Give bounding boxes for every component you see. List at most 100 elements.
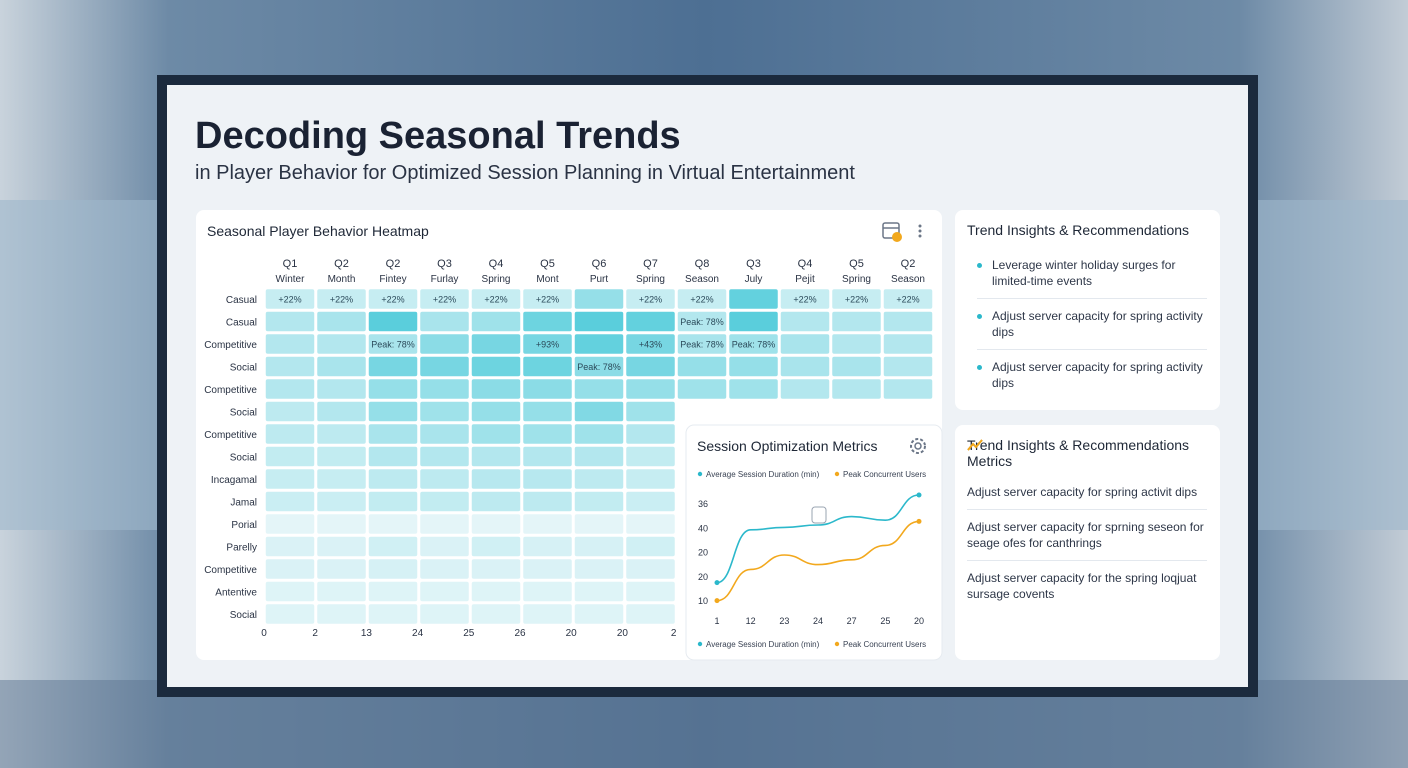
heatmap-cell [626,334,675,354]
heatmap-cell [317,469,366,489]
y-label: 20 [698,572,708,582]
row-label: Social [230,408,257,419]
heatmap-cell [626,379,675,399]
insight-text: Adjust server capacity for spring activi… [992,360,1203,390]
heatmap-cell [780,289,830,309]
heatmap-cell [317,559,366,579]
heatmap-cell [626,401,675,422]
column-period: Q5 [849,258,864,270]
heatmap-cell [420,401,469,422]
heatmap-cell [420,424,469,444]
legend-label: Peak Concurrent Users [843,470,926,479]
row-label: Competitive [204,565,257,576]
column-label: Furlay [431,274,459,285]
legend-swatch [834,641,840,647]
heatmap-cell [471,469,521,489]
heatmap-cell [420,379,469,399]
heatmap-cell [471,559,521,579]
heatmap-cell [420,491,469,512]
heatmap-cell [523,311,572,332]
heatmap-cell [729,379,778,399]
heatmap-cell [780,379,830,399]
heatmap-cell [471,514,521,534]
settings-icon[interactable] [910,438,926,454]
heatmap-cell [832,289,881,309]
legend-label: Average Session Duration (min) [706,640,820,649]
trend-icon [967,439,983,451]
heatmap-cell [626,536,675,557]
heatmap-cell [368,424,418,444]
heatmap-cell [883,356,933,377]
heatmap-cell [317,581,366,602]
cell-label: +22% [433,295,456,305]
column-period: Q1 [283,258,298,270]
y-label: 10 [698,596,708,606]
heatmap-cell [368,379,418,399]
heatmap-cell [265,334,315,354]
x-label: 20 [566,628,578,639]
heatmap-cell [523,604,572,624]
insight-item: Adjust server capacity for spring activi… [977,299,1207,350]
heatmap-cell [574,536,624,557]
heatmap-cell [677,334,727,354]
x-label: 2 [312,628,318,639]
heatmap-cell [523,379,572,399]
row-label: Competitive [204,340,257,351]
heatmap-cell [368,514,418,534]
heatmap-cell [780,334,830,354]
heatmap-cell [317,536,366,557]
row-label: Parelly [226,543,257,554]
x-label: 2 [671,628,677,639]
heatmap-cell [368,491,418,512]
row-label: Social [230,610,257,621]
heatmap-cell [729,289,778,309]
x-label: 27 [847,616,857,626]
heatmap-cell [317,401,366,422]
heatmap-cell [523,581,572,602]
x-label: 25 [880,616,890,626]
x-label: 20 [617,628,629,639]
heatmap-cell [883,311,933,332]
heatmap-cell [832,356,881,377]
legend-swatch [697,471,703,477]
insights-metrics-title: Trend Insights & Recommendations Metrics [967,437,1190,469]
column-label: July [745,274,763,285]
series-point [916,518,922,524]
legend-swatch [834,471,840,477]
insight-text: Leverage winter holiday surges for limit… [992,258,1176,288]
column-label: Month [328,274,356,285]
heatmap-cell [471,581,521,602]
column-label: Season [685,274,719,285]
bullet [977,365,982,370]
heatmap-cell [317,334,366,354]
heatmap-cell [574,446,624,467]
calendar-icon[interactable] [882,222,902,242]
heatmap-cell [317,379,366,399]
heatmap-cell [420,334,469,354]
insight-item: Adjust server capacity for sprning seseo… [967,439,1207,561]
x-label: 0 [261,628,267,639]
heatmap-cell [523,491,572,512]
heatmap-cell [677,379,727,399]
cell-label: Peak: 78% [577,362,621,372]
x-label: 23 [779,616,789,626]
heatmap-cell [574,379,624,399]
heatmap-cell [265,491,315,512]
heatmap-cell [729,311,778,332]
heatmap-cell [265,424,315,444]
insights-metrics-panel [955,425,1220,660]
cell-label: Peak: 78% [371,340,415,350]
cell-label: +22% [896,295,919,305]
heatmap-cell [368,311,418,332]
menu-icon[interactable] [918,224,922,238]
heatmap-cell [626,604,675,624]
heatmap-cell [626,289,675,309]
legend-label: Average Session Duration (min) [706,470,820,479]
bullet [977,314,982,319]
heatmap-cell [471,401,521,422]
insights-title: Trend Insights & Recommendations [967,222,1190,238]
y-label: 20 [698,548,708,558]
heatmap-cell [832,379,881,399]
heatmap-cell [574,311,624,332]
